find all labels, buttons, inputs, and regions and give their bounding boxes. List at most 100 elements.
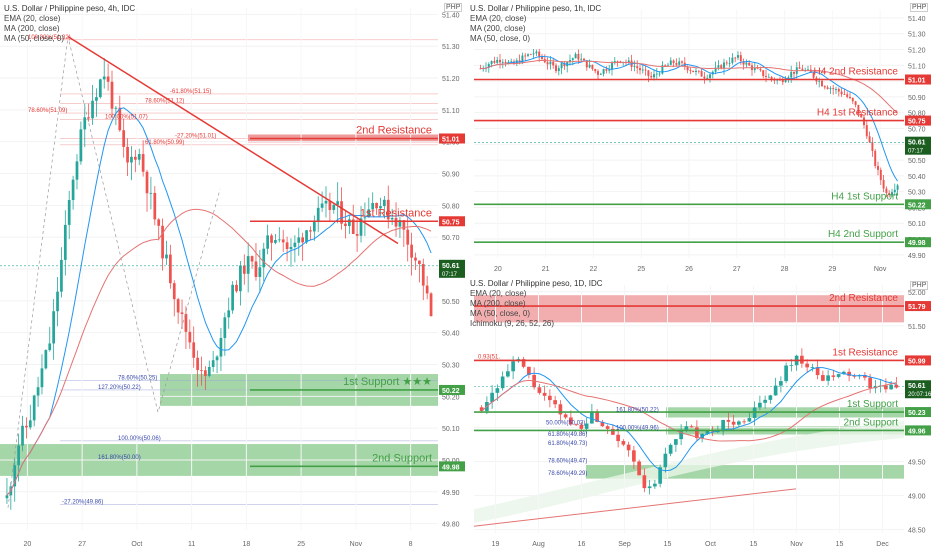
- candle-body: [763, 399, 767, 403]
- indicator-ema: EMA (20, close): [4, 14, 61, 23]
- indicator-ichimoku: Ichimoku (9, 26, 52, 26): [470, 319, 555, 328]
- x-tick-label: Sep: [618, 541, 631, 548]
- candle-body: [843, 94, 846, 95]
- candle-body: [351, 219, 355, 234]
- level-label: H4 2nd Resistance: [814, 67, 899, 78]
- candle-body: [742, 421, 746, 423]
- fib-label: 78.60%(51.09): [28, 108, 67, 114]
- countdown-value: 20:07:16: [908, 392, 932, 398]
- candle-body: [585, 60, 588, 68]
- candle-body: [753, 67, 756, 71]
- chart-1h[interactable]: 51.4051.3051.2051.1051.0050.9050.8050.70…: [466, 0, 932, 275]
- candle-body: [285, 242, 289, 250]
- chart-1d[interactable]: 52.0051.5051.0050.5050.0049.5049.0048.50…: [466, 275, 932, 550]
- chart-4h-canvas[interactable]: 51.4051.3051.2051.1051.0050.9050.8050.70…: [0, 0, 466, 550]
- candle-body: [5, 495, 9, 499]
- candle-body: [196, 357, 199, 371]
- candle-body: [739, 55, 742, 62]
- chart-1h-title: U.S. Dollar / Philippine peso, 1h, IDC: [470, 4, 602, 13]
- candle-body: [584, 423, 589, 429]
- chart-4h-legend: U.S. Dollar / Philippine peso, 4h, IDC E…: [4, 4, 135, 44]
- level-label: H4 1st Resistance: [817, 108, 899, 119]
- candle-body: [717, 65, 720, 68]
- ma50-line: [6, 107, 432, 496]
- candle-body: [549, 61, 552, 65]
- level-price-value: 50.75: [908, 119, 926, 126]
- x-tick-label: 15: [836, 541, 844, 548]
- candle-body: [176, 299, 180, 313]
- candle-body: [67, 200, 71, 225]
- candle-body: [91, 100, 94, 119]
- candle-body: [44, 350, 48, 369]
- candle-body: [231, 284, 234, 311]
- candle-body: [689, 70, 692, 72]
- y-tick-label: 50.10: [908, 221, 926, 228]
- candle-body: [689, 426, 694, 428]
- level-price-tag: [905, 407, 931, 418]
- candle-body: [756, 67, 759, 69]
- candle-body: [227, 310, 231, 318]
- candle-body: [499, 59, 501, 63]
- level-label: 2nd Resistance: [356, 125, 432, 137]
- candle-body: [815, 367, 820, 376]
- candle-body: [414, 257, 417, 261]
- candle-body: [591, 64, 594, 70]
- candle-body: [552, 61, 555, 66]
- candle-body: [406, 229, 410, 245]
- candle-body: [784, 80, 787, 83]
- countdown-value: 07:17: [442, 272, 458, 278]
- y-tick-label: 50.80: [442, 203, 460, 210]
- candle-body: [118, 107, 122, 131]
- candle-body: [835, 89, 837, 90]
- candle-body: [882, 180, 885, 189]
- candle-body: [633, 66, 636, 68]
- candle-body: [521, 55, 524, 63]
- candle-body: [157, 219, 161, 226]
- candle-body: [885, 188, 888, 193]
- fib-label: 161.80%(50.00): [98, 455, 141, 461]
- candle-body: [56, 291, 59, 312]
- candle-body: [594, 69, 597, 72]
- level-price-tag: [905, 237, 931, 248]
- y-tick-label: 51.40: [908, 16, 926, 23]
- chart-1d-canvas[interactable]: 52.0051.5051.0050.5050.0049.5049.0048.50…: [466, 275, 932, 550]
- price-now-tag: [905, 136, 931, 155]
- candle-body: [636, 66, 639, 69]
- candle-body: [686, 66, 689, 71]
- candle-body: [149, 192, 153, 194]
- candle-body: [588, 64, 591, 68]
- candle-body: [542, 392, 547, 396]
- candle-body: [254, 261, 258, 277]
- candle-body: [490, 60, 493, 65]
- candle-body: [770, 76, 773, 79]
- candle-body: [590, 411, 594, 424]
- candle-body: [865, 125, 868, 137]
- chart-4h[interactable]: 51.4051.3051.2051.1051.0050.9050.8050.70…: [0, 0, 466, 550]
- candle-body: [200, 370, 203, 371]
- candle-body: [893, 189, 896, 193]
- candle-body: [807, 69, 809, 71]
- candle-body: [511, 361, 515, 372]
- y-tick-label: 48.50: [908, 528, 926, 535]
- y-tick-label: 51.10: [442, 108, 460, 115]
- candle-body: [421, 264, 425, 286]
- chart-1h-canvas[interactable]: 51.4051.3051.2051.1051.0050.9050.8050.70…: [466, 0, 932, 275]
- x-tick-label: 11: [188, 541, 195, 548]
- candle-body: [541, 56, 543, 59]
- x-tick-label: 27: [78, 541, 86, 548]
- resistance-zone: [474, 295, 904, 323]
- level-label: 1st Resistance: [832, 347, 898, 358]
- level-label: 2nd Resistance: [829, 293, 898, 304]
- candle-body: [548, 395, 552, 401]
- candle-body: [706, 78, 709, 79]
- candle-body: [832, 88, 835, 90]
- candle-body: [891, 192, 893, 196]
- level-label: H4 1st Support: [831, 191, 898, 202]
- candle-body: [258, 267, 262, 277]
- candle-body: [309, 230, 312, 232]
- candle-body: [580, 58, 583, 60]
- level-label: 2nd Support: [372, 452, 432, 464]
- candle-body: [500, 376, 505, 389]
- price-now-value: 50.61: [442, 263, 460, 270]
- candle-body: [501, 61, 504, 63]
